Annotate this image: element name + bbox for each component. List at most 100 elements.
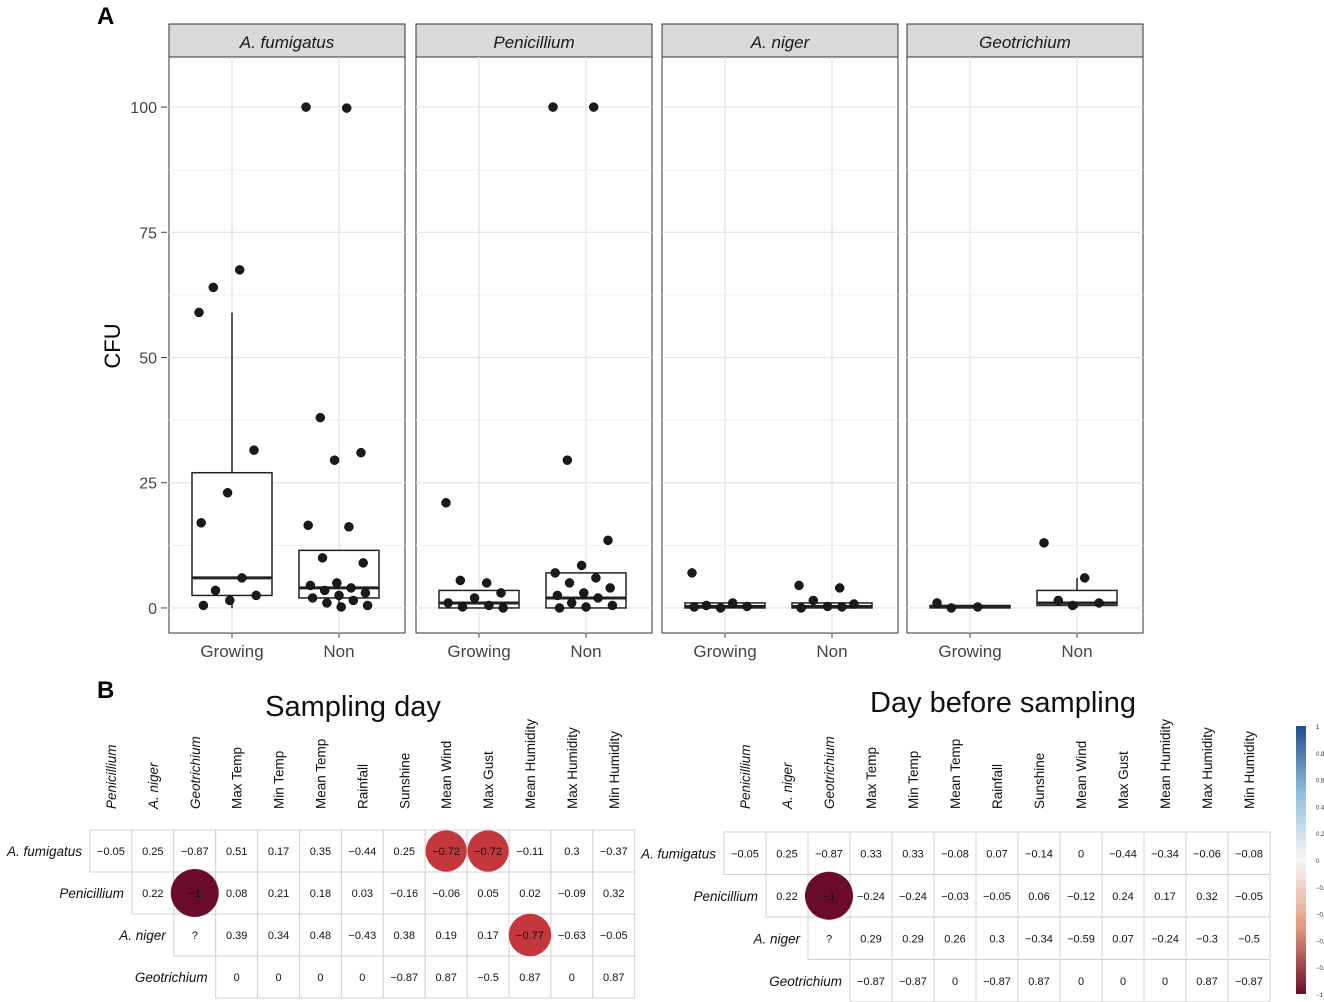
column-header: Mean Humidity — [523, 719, 538, 809]
cell-value: 0 — [1078, 848, 1084, 860]
correlation-circle — [170, 869, 219, 917]
heatmap-cell — [382, 871, 426, 915]
cell-value: −0.16 — [390, 888, 418, 900]
colorbar-tick: 0 — [1316, 859, 1320, 865]
y-tick-label: 75 — [139, 225, 157, 242]
data-point — [225, 595, 235, 606]
data-point — [360, 588, 371, 598]
cell-value: 0.25 — [142, 846, 163, 858]
data-point — [576, 560, 587, 571]
data-point — [834, 583, 845, 593]
cell-value: −0.72 — [474, 846, 502, 858]
heatmap-cell — [1059, 959, 1103, 1002]
data-point — [581, 602, 591, 612]
y-axis-label: CFU — [100, 323, 125, 368]
colorbar-tick: −0.2 — [1316, 886, 1324, 892]
facet: Geotrichium Growing Non — [906, 23, 1144, 661]
heatmap-cell — [340, 955, 384, 999]
data-point — [457, 602, 468, 612]
facet: Penicillium Growing Non — [415, 23, 653, 661]
heatmap-cell — [340, 913, 384, 957]
column-header: Geotrichium — [822, 736, 837, 809]
data-point — [932, 598, 942, 608]
data-point — [332, 578, 342, 588]
heatmap-cell — [340, 871, 384, 915]
cell-value: −0.06 — [1193, 848, 1221, 860]
cell-value: 0.34 — [268, 930, 289, 942]
correlation-circle — [508, 913, 552, 957]
cell-value: −0.34 — [1025, 933, 1053, 945]
cell-value: −0.43 — [348, 930, 376, 942]
colorbar-tick: −1 — [1316, 993, 1324, 999]
heatmap-cell — [849, 959, 893, 1002]
facet-strip — [906, 23, 1144, 58]
x-tick-label: Growing — [938, 642, 1001, 661]
heatmap-cell — [1185, 916, 1229, 960]
data-point — [822, 601, 833, 612]
cell-value: −0.72 — [432, 846, 460, 858]
data-point — [194, 307, 204, 318]
heatmap-cell — [550, 829, 594, 873]
data-point — [552, 590, 563, 601]
cell-value: 0 — [569, 972, 575, 984]
row-label: A. niger — [752, 931, 800, 946]
row-label: A. fumigatus — [6, 844, 82, 859]
cell-value: 0 — [1120, 976, 1126, 988]
data-point — [481, 578, 492, 588]
column-header: Sunshine — [397, 753, 412, 809]
facet-plot-area — [661, 56, 899, 634]
heatmap-cell — [592, 871, 636, 915]
data-point — [484, 600, 494, 611]
cell-value: 0.35 — [310, 846, 331, 858]
colorbar-tick: −0.6 — [1316, 939, 1324, 945]
data-point — [548, 102, 558, 112]
data-point — [336, 602, 346, 612]
cell-value: 0.05 — [477, 888, 498, 900]
column-header: Rainfall — [990, 764, 1005, 809]
cell-value: −0.03 — [941, 891, 969, 903]
facet: A. niger Growing Non — [661, 23, 899, 661]
data-point — [796, 603, 806, 613]
cell-value: 0.48 — [310, 930, 331, 942]
cell-value: 0.08 — [226, 888, 247, 900]
colorbar-tick: 1 — [1316, 725, 1320, 731]
cell-value: 0 — [359, 972, 365, 984]
cell-value: 0.87 — [1028, 976, 1049, 988]
heatmap-cell — [257, 829, 301, 873]
cell-value: −0.37 — [600, 846, 628, 858]
data-point — [346, 583, 356, 593]
cell-value: 0.07 — [1112, 933, 1133, 945]
cell-value: −0.24 — [899, 891, 927, 903]
cell-value: −0.3 — [1196, 933, 1218, 945]
heatmap-cell — [1101, 959, 1145, 1002]
cell-value: 0.87 — [603, 972, 624, 984]
correlation-circle — [467, 830, 509, 872]
heatmap-day-before: Day before sampling Penicillium A. niger Ge… — [640, 687, 1271, 1002]
data-point — [727, 598, 738, 608]
data-point — [356, 447, 366, 458]
data-point — [1053, 595, 1064, 606]
heatmap-cell — [424, 913, 468, 957]
heatmap-cell — [933, 831, 977, 875]
data-point — [196, 518, 206, 528]
facet-title: A. niger — [750, 33, 811, 52]
cell-value: −0.09 — [558, 888, 586, 900]
cell-value: −0.5 — [1238, 933, 1260, 945]
facet-title: Penicillium — [493, 33, 574, 52]
cell-value: −0.87 — [857, 976, 885, 988]
data-point — [319, 585, 330, 596]
facet-strip — [415, 23, 653, 58]
column-header: Sunshine — [1032, 753, 1047, 809]
column-header: Max Gust — [481, 751, 496, 809]
column-header: Penicillium — [104, 744, 119, 809]
y-axis-ticks: 0 25 50 75 100 — [130, 100, 167, 618]
cell-value: 0.33 — [860, 848, 881, 860]
colorbar-tick: 0.8 — [1316, 752, 1324, 758]
data-point — [794, 580, 804, 591]
cell-value: 0.17 — [268, 846, 289, 858]
cell-value: −0.87 — [899, 976, 927, 988]
data-point — [593, 593, 603, 603]
heatmap-cell — [215, 955, 259, 999]
cell-value: −0.87 — [983, 976, 1011, 988]
box — [191, 471, 273, 597]
